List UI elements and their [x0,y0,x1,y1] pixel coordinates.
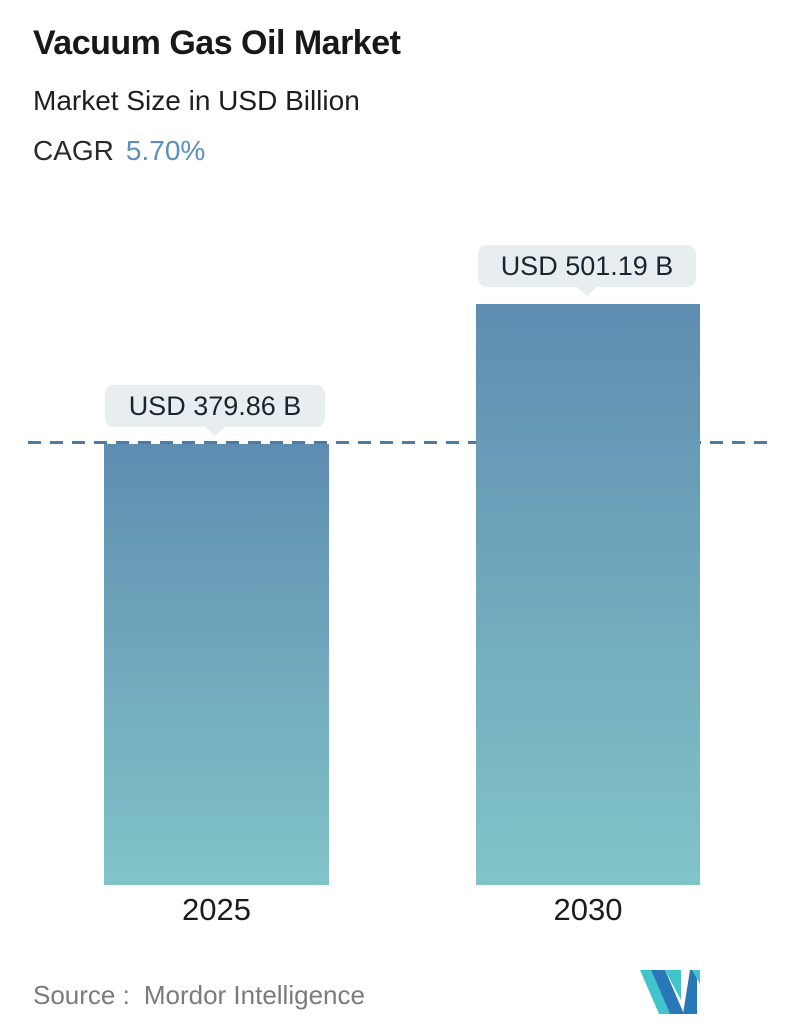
source-value: Mordor Intelligence [143,980,365,1010]
x-axis-label-2025: 2025 [182,892,251,927]
source-line: Source : Mordor Intelligence [33,980,365,1011]
value-label-2030-text: USD 501.19 B [500,250,674,281]
value-label-2025-text: USD 379.86 B [128,390,302,421]
cagr-label: CAGR [33,135,114,166]
page-title: Vacuum Gas Oil Market [33,24,401,62]
value-label-2030: USD 501.19 B [478,245,696,296]
cagr-line: CAGR 5.70% [33,135,205,167]
tooltip-pointer-icon [576,286,598,296]
mordor-intelligence-logo [640,970,700,1014]
cagr-value: 5.70% [125,135,206,166]
chart-subtitle: Market Size in USD Billion [33,85,360,116]
value-label-2025: USD 379.86 B [105,385,325,436]
bar-2030[interactable] [476,304,700,885]
reference-dashed-line [28,441,776,444]
source-label: Source : [33,980,130,1010]
x-axis-label-2030: 2030 [553,892,623,927]
tooltip-pointer-icon [204,426,226,436]
bar-2025[interactable] [104,444,329,885]
